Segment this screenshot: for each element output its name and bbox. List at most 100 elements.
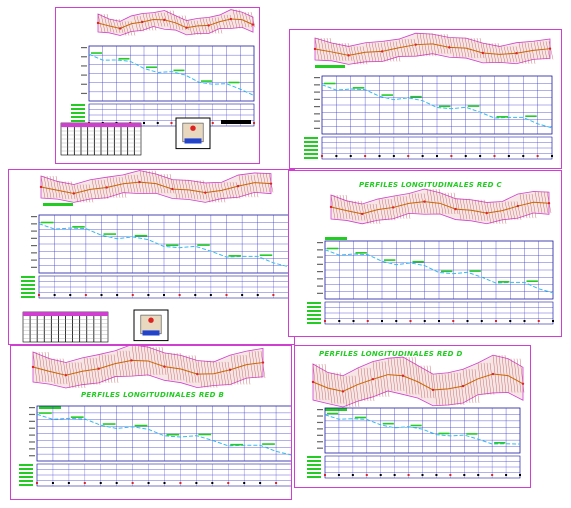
- pipe-label: [381, 94, 393, 96]
- hatch-line: [185, 355, 191, 383]
- hatch-line: [384, 199, 390, 221]
- station-mark: [507, 155, 510, 157]
- hatch-line: [128, 350, 134, 377]
- legend-row: [71, 116, 85, 118]
- plan-axis: [312, 373, 524, 392]
- hatch-line: [127, 174, 133, 193]
- hatch-line: [372, 361, 378, 397]
- station-mark: [84, 294, 87, 296]
- legend-row: [304, 141, 318, 143]
- hatch-line: [357, 367, 363, 402]
- hatch-line: [136, 15, 142, 32]
- terrain-profile: [324, 414, 521, 445]
- hatch-line: [106, 177, 112, 198]
- station-mark: [178, 294, 181, 296]
- hatch-line: [513, 201, 519, 220]
- legend-row: [307, 310, 321, 312]
- hatch-line: [413, 39, 419, 57]
- station-mark: [378, 155, 381, 157]
- detail-caption-bar: [221, 120, 251, 124]
- legend-row: [71, 108, 85, 110]
- hatch-line: [474, 369, 480, 403]
- pipe-label: [496, 116, 508, 118]
- axis-tick: [29, 413, 35, 416]
- hatch-line: [369, 203, 375, 224]
- hatch-line: [480, 199, 486, 221]
- hatch-line: [521, 42, 527, 64]
- hatch-line: [49, 175, 55, 199]
- hatch-line: [453, 192, 459, 215]
- manhole-marker: [185, 26, 188, 29]
- hatch-line: [363, 203, 369, 224]
- hatch-line: [65, 362, 71, 389]
- manhole-cover: [190, 125, 196, 131]
- hatch-line: [241, 12, 247, 28]
- hatch-line: [100, 179, 106, 200]
- plan-outline: [40, 170, 272, 203]
- manhole-marker: [39, 185, 43, 189]
- manhole-marker: [105, 186, 108, 189]
- hatch-line: [444, 192, 450, 215]
- hatch-line: [236, 355, 242, 385]
- station-mark: [116, 294, 119, 296]
- hatch-line: [170, 352, 176, 381]
- hatch-line: [146, 346, 152, 377]
- hatch-line: [477, 199, 483, 221]
- hatch-line: [366, 367, 372, 402]
- hatch-line: [50, 358, 56, 385]
- profile-grid: [71, 45, 255, 127]
- hatch-line: [375, 361, 381, 397]
- hatch-line: [377, 42, 383, 62]
- axis-tick: [31, 252, 37, 254]
- hatch-line: [83, 357, 89, 385]
- hatch-line: [470, 38, 476, 59]
- hatch-line: [540, 191, 546, 214]
- hatch-line: [494, 43, 500, 63]
- hatch-line: [193, 20, 199, 35]
- hatch-line: [113, 354, 119, 383]
- pipe-label: [166, 433, 180, 436]
- hatch-line: [410, 39, 416, 57]
- hatch-line: [498, 355, 504, 393]
- hatch-line: [486, 362, 492, 395]
- hatch-line: [92, 357, 98, 385]
- terrain-profile: [36, 413, 291, 456]
- sheet-drawing: [304, 32, 554, 160]
- hatch-line: [79, 184, 85, 203]
- station-mark: [480, 320, 483, 322]
- hatch-line: [214, 17, 220, 34]
- hatch-line: [89, 357, 95, 385]
- hatch-line: [360, 200, 366, 221]
- axis-tick: [314, 98, 320, 100]
- hatch-line: [515, 46, 521, 63]
- hatch-line: [103, 179, 109, 200]
- manhole-base: [184, 138, 202, 144]
- pipe-label: [410, 95, 422, 98]
- manhole-marker: [516, 204, 520, 208]
- manhole-marker: [547, 202, 551, 205]
- pipe-label: [469, 270, 481, 272]
- hatch-line: [173, 352, 179, 381]
- pipe-label: [384, 259, 396, 261]
- drawing-sheet-2: [289, 29, 562, 169]
- hatch-line: [112, 18, 118, 33]
- hatch-line: [115, 18, 121, 33]
- hatch-line: [233, 355, 239, 385]
- axis-tick: [81, 74, 87, 76]
- sheet-heading: PERFILES LONGITUDINALES RED C: [359, 181, 502, 189]
- manhole-marker: [431, 388, 435, 392]
- manhole-marker: [423, 200, 426, 203]
- hatch-line: [133, 174, 139, 193]
- plan-outline: [32, 346, 264, 389]
- station-mark: [100, 294, 103, 296]
- hatch-line: [399, 358, 405, 391]
- hatch-line: [468, 369, 474, 403]
- hatch-line: [483, 199, 489, 221]
- hatch-line: [208, 17, 214, 34]
- manhole-marker: [311, 380, 315, 384]
- hatch-line: [230, 355, 236, 385]
- hatch-line: [512, 46, 518, 63]
- axis-tick: [314, 120, 320, 122]
- pipe-label: [412, 260, 424, 263]
- manhole-marker: [130, 359, 133, 362]
